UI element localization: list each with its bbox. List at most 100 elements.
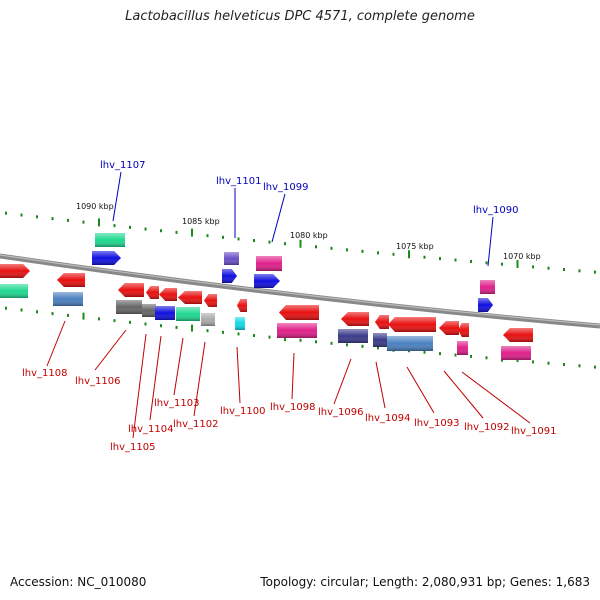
- minor-tick: [206, 234, 209, 238]
- gene-lhv-1107-arrow-shade: [92, 251, 121, 265]
- gene-lhv-1098-lower-shade: [277, 323, 317, 338]
- gene-lhv-1093-shade: [388, 317, 436, 332]
- gene-label-lhv-1106[interactable]: lhv_1106: [75, 376, 120, 387]
- gene-label-lhv-1094[interactable]: lhv_1094: [365, 413, 410, 424]
- lower-minor-tick: [5, 306, 7, 310]
- minor-tick: [175, 230, 178, 234]
- gene-lhv-1092-shade: [439, 321, 459, 335]
- major-tick: [191, 228, 193, 237]
- gene-lhv-1093-lower-shade: [387, 336, 433, 351]
- gene-lhv-1101: [224, 252, 239, 265]
- gene-feature-a-shade: [57, 273, 85, 287]
- genome-title: Lactobacillus helveticus DPC 4571, compl…: [125, 9, 475, 24]
- gene-label-lhv-1093[interactable]: lhv_1093: [414, 418, 459, 429]
- gene-label-lhv-1092[interactable]: lhv_1092: [464, 422, 509, 433]
- gene-lhv-1091-shade: [503, 328, 533, 342]
- minor-tick: [113, 224, 116, 228]
- gene-lhv-1108-lower-shade: [0, 284, 28, 298]
- gene-label-lhv-1103[interactable]: lhv_1103: [154, 398, 199, 409]
- gene-lhv-1103-b: [176, 307, 200, 321]
- minor-tick: [5, 211, 7, 215]
- gene-label-lhv-1091[interactable]: lhv_1091: [511, 426, 556, 437]
- gene-label-lhv-1096[interactable]: lhv_1096: [318, 407, 363, 418]
- gene-lhv-1102: [178, 291, 202, 304]
- gene-lhv-1102-shade: [178, 291, 202, 304]
- gene-label-lhv-1107[interactable]: lhv_1107: [100, 160, 145, 171]
- gene-lhv-1106: [118, 283, 144, 297]
- leader-line: [149, 335, 162, 421]
- gene-lhv-1103: [159, 288, 177, 301]
- gene-lhv-1098-lower: [277, 323, 317, 338]
- minor-tick: [284, 242, 286, 246]
- gene-lhv-1101-shade: [224, 252, 239, 265]
- gene-label-lhv-1105[interactable]: lhv_1105: [110, 442, 155, 453]
- leader-line: [333, 358, 352, 405]
- gene-lhv-1102-b: [204, 294, 217, 307]
- scale-label-1075: 1075 kbp: [396, 242, 434, 251]
- lower-minor-tick: [237, 332, 240, 336]
- gene-lhv-1107-arrow: [92, 251, 121, 265]
- lower-minor-tick: [423, 350, 426, 354]
- gene-label-lhv-1099[interactable]: lhv_1099: [263, 182, 308, 193]
- gene-label-lhv-1100[interactable]: lhv_1100: [220, 406, 265, 417]
- gene-lhv-1092-lower-shade: [457, 341, 468, 355]
- minor-tick: [578, 269, 581, 273]
- gene-lhv-1091: [503, 328, 533, 342]
- accession-text: Accession: NC_010080: [10, 575, 147, 589]
- gene-label-lhv-1108[interactable]: lhv_1108: [22, 368, 67, 379]
- lower-minor-tick: [439, 352, 441, 356]
- minor-tick: [129, 225, 131, 229]
- lower-minor-tick: [160, 324, 162, 328]
- gene-feature-b: [53, 292, 83, 306]
- gene-label-lhv-1101[interactable]: lhv_1101: [216, 176, 261, 187]
- lower-minor-tick: [222, 330, 224, 334]
- lower-minor-tick: [315, 340, 317, 344]
- major-tick: [516, 260, 519, 269]
- lower-minor-tick: [113, 319, 116, 323]
- minor-tick: [330, 246, 333, 250]
- gene-lhv-1104: [146, 286, 159, 299]
- gene-lhv-1104-lower-shade: [142, 304, 156, 317]
- minor-tick: [485, 261, 488, 265]
- gene-label-lhv-1102[interactable]: lhv_1102: [173, 419, 218, 430]
- minor-tick: [82, 220, 85, 224]
- gene-lhv-1098-shade: [279, 305, 319, 320]
- leader-line: [291, 352, 295, 400]
- gene-label-lhv-1104[interactable]: lhv_1104: [128, 424, 173, 435]
- label-leaders: [46, 171, 531, 439]
- lower-minor-tick: [20, 308, 23, 312]
- leader-line: [46, 320, 66, 367]
- scale-label-1085: 1085 kbp: [182, 217, 220, 226]
- lower-minor-tick: [51, 312, 54, 316]
- lower-minor-tick: [98, 317, 100, 321]
- lower-minor-tick: [144, 322, 147, 326]
- minor-tick: [594, 270, 596, 274]
- leader-line: [443, 370, 484, 419]
- leader-line: [461, 371, 531, 424]
- gene-lhv-1090-arrow: [478, 298, 493, 312]
- scale-ticks: [5, 211, 596, 274]
- gene-lhv-1103-shade: [159, 288, 177, 301]
- scale-label-1090: 1090 kbp: [76, 202, 114, 211]
- gene-lhv-1093-lower: [387, 336, 433, 351]
- lower-minor-tick: [299, 338, 302, 342]
- gene-lhv-1092: [439, 321, 459, 335]
- gene-label-lhv-1090[interactable]: lhv_1090: [473, 205, 518, 216]
- gene-lhv-1107-shade: [95, 233, 125, 247]
- lower-major-tick: [191, 324, 193, 332]
- minor-tick: [160, 229, 162, 233]
- leader-line: [132, 333, 147, 439]
- gene-lhv-1096-lower: [338, 329, 368, 343]
- gene-lhv-1102-lower: [201, 313, 215, 326]
- leader-line: [112, 171, 122, 222]
- major-tick: [98, 218, 100, 227]
- lower-minor-tick: [578, 364, 581, 368]
- major-tick: [408, 250, 410, 259]
- leader-line: [236, 346, 241, 404]
- gene-lhv-1106-shade: [118, 283, 144, 297]
- gene-label-lhv-1098[interactable]: lhv_1098: [270, 402, 315, 413]
- gene-lhv-1101-arrow-shade: [222, 269, 237, 283]
- gene-features: [0, 233, 533, 360]
- gene-lhv-1092-lower: [457, 341, 468, 355]
- minor-tick: [423, 255, 426, 259]
